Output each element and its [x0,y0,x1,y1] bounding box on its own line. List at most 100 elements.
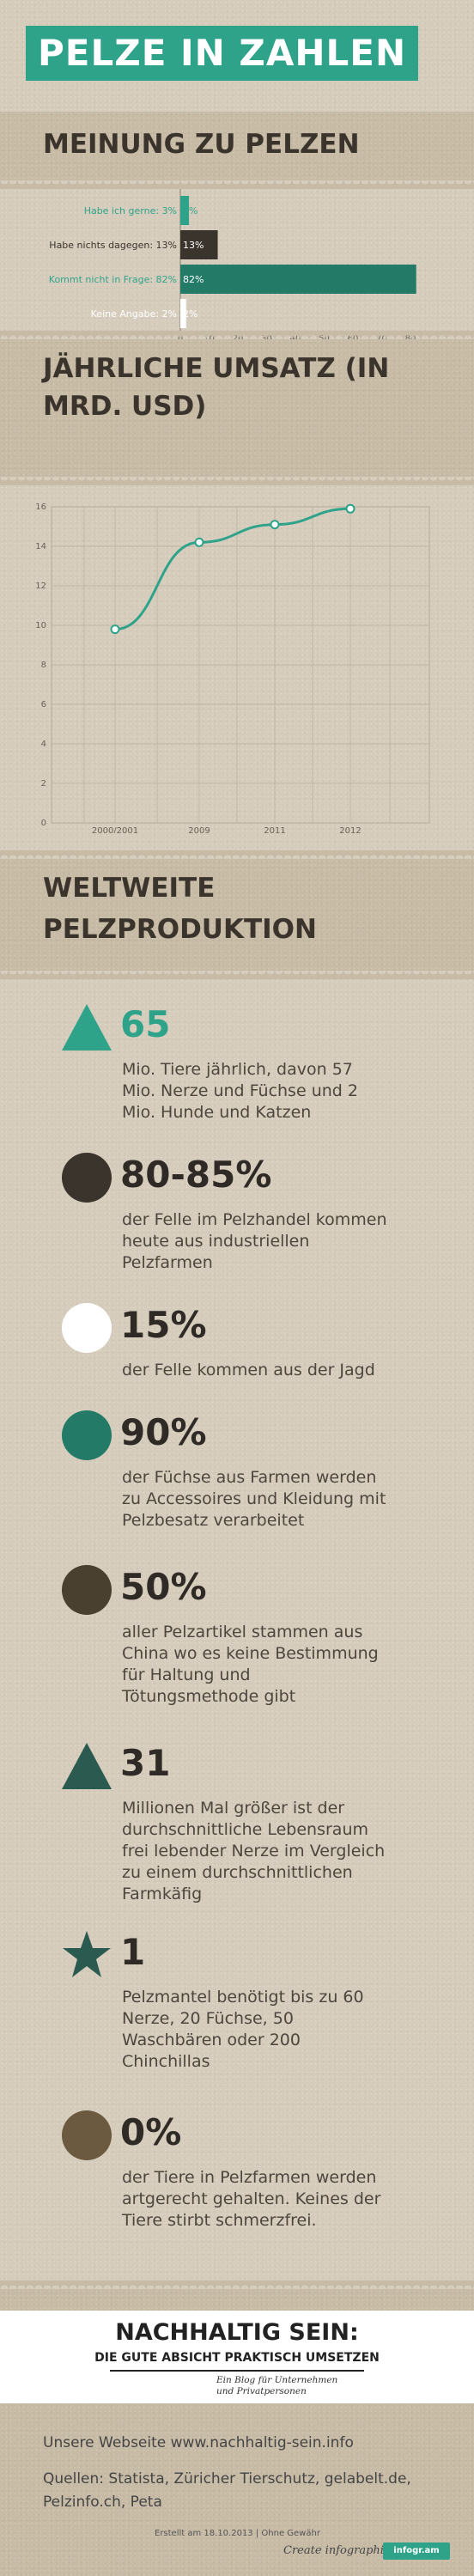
torn-edge [0,971,474,979]
y-tick-label: 8 [41,661,46,670]
torn-edge [0,2281,474,2289]
stat-description-line: frei lebender Nerze im Vergleich [122,1842,386,1860]
stat-description-line: artgerecht gehalten. Keines der [122,2189,381,2208]
stat-description: Mio. Tiere jährlich, davon 57 Mio. Nerze … [122,1059,431,1124]
production-section-title-line1: WELTWEITE [43,873,216,904]
stat-description-line: Tiere stirbt schmerzfrei. [122,2211,317,2230]
revenue-series-line [114,507,351,631]
logo-divider [110,2370,364,2372]
stat-value: 31 [120,1742,171,1784]
stat-description-line: heute aus industriellen [122,1232,310,1251]
header: PELZE IN ZAHLEN [0,0,474,112]
create-infographics-link[interactable]: Create infographics [283,2544,396,2557]
revenue-line-chart: 0 2 4 6 8 10 12 14 16 2000/2001 2009 2011 2012 [35,502,430,833]
opinion-value-label: 13% [183,240,204,251]
circle-icon [62,1410,112,1460]
infogram-badge[interactable]: infogr.am [383,2543,450,2560]
stat-description-line: der Felle im Pelzhandel kommen [122,1210,387,1229]
y-tick-label: 6 [41,700,46,709]
revenue-section-title-line1: JÄHRLICHE UMSATZ (IN [43,353,390,384]
torn-edge [0,331,474,339]
opinion-section-title: MEINUNG ZU PELZEN [43,129,360,160]
stat-value: 90% [120,1411,207,1453]
stat-description: aller Pelzartikel stammen aus China wo es… [122,1622,431,1708]
stat-description-line: der Tiere in Pelzfarmen werden [122,2168,377,2187]
stat-description: der Füchse aus Farmen werden zu Accessoir… [122,1467,431,1532]
stat-description-line: Waschbären oder 200 [122,2031,301,2049]
revenue-section-title-line2: MRD. USD) [43,391,207,422]
stat-description-line: zu einem durchschnittlichen [122,1863,353,1882]
opinion-category-label: Habe ich gerne: 3% [84,205,177,216]
circle-icon [62,1565,112,1615]
opinion-bar-chart: Habe ich gerne: 3% 3% Habe nichts dagegen:… [49,189,416,344]
opinion-category-label: Kommt nicht in Frage: 82% [49,274,177,285]
stat-description-line: der Füchse aus Farmen werden [122,1468,377,1487]
stat-value: 15% [120,1304,207,1346]
stat-description-line: Mio. Hunde und Katzen [122,1103,312,1122]
y-tick-label: 14 [35,542,46,551]
stat-description-line: Pelzbesatz verarbeitet [122,1511,305,1530]
y-tick-label: 2 [41,779,46,789]
sources-line2: Pelzinfo.ch, Peta [43,2494,162,2511]
y-tick-label: 0 [41,819,46,828]
stat-description-line: für Haltung und [122,1666,251,1684]
opinion-value-label: 2% [183,308,198,320]
revenue-point [194,537,204,547]
star-icon [63,1931,111,1977]
production-header-band: WELTWEITE PELZPRODUKTION [0,859,474,971]
stat-value: 80-85% [120,1154,272,1196]
stat-description-line: Pelzfarmen [122,1253,213,1272]
torn-edge [0,180,474,189]
page-title: PELZE IN ZAHLEN [26,26,419,81]
y-tick-label: 16 [35,502,46,512]
opinion-bar [180,299,186,328]
circle-icon [62,1153,112,1203]
production-section-title-line2: PELZPRODUKTION [43,914,317,945]
torn-edge [0,850,474,859]
opinion-category-label: Habe nichts dagegen: 13% [49,240,177,251]
circle-icon [62,2110,112,2160]
logo-title: NACHHALTIG SEIN: [115,2319,359,2346]
stat-description-line: durchschnittliche Lebensraum [122,1820,369,1839]
stat-description-line: Nerze, 20 Füchse, 50 [122,2009,294,2028]
triangle-icon [62,1743,112,1789]
stat-value: 50% [120,1566,207,1608]
stat-description-line: Mio. Tiere jährlich, davon 57 [122,1060,353,1079]
opinion-header-band: MEINUNG ZU PELZEN [0,112,474,180]
opinion-value-label: 3% [183,205,198,216]
stat-description: der Felle im Pelzhandel kommen heute aus … [122,1209,431,1274]
stat-description-line: China wo es keine Bestimmung [122,1644,379,1663]
triangle-icon [62,1004,112,1050]
stat-description-line: Tötungsmethode gibt [122,1687,296,1706]
stat-description: der Felle kommen aus der Jagd [122,1360,431,1381]
stat-value: 0% [120,2111,182,2153]
stat-value: 65 [120,1003,171,1045]
x-tick-label: 2009 [188,826,210,833]
opinion-category-label: Keine Angabe: 2% [91,308,177,320]
stat-description-line: Mio. Nerze und Füchse und 2 [122,1081,358,1100]
revenue-point [110,624,120,635]
sources: Quellen: Statista, Züricher Tierschutz, … [43,2468,438,2514]
logo-tagline: Ein Blog für Unternehmen und Privatperso… [216,2375,337,2397]
logo-tagline-line1: Ein Blog für Unternehmen [216,2375,338,2385]
circle-icon [62,1303,112,1353]
website-link[interactable]: Unsere Webseite www.nachhaltig-sein.info [43,2434,354,2451]
stat-description-line: aller Pelzartikel stammen aus [122,1623,363,1641]
opinion-bar [180,196,190,225]
revenue-header-band: JÄHRLICHE UMSATZ (IN MRD. USD) [0,339,474,477]
opinion-bar [180,230,218,259]
opinion-value-label: 82% [183,274,204,285]
stat-description-line: der Felle kommen aus der Jagd [122,1361,375,1379]
revenue-point [345,503,356,514]
stat-description: Millionen Mal größer ist der durchschnitt… [122,1798,431,1905]
revenue-point [270,520,280,530]
logo-subtitle: DIE GUTE ABSICHT PRAKTISCH UMSETZEN [94,2351,380,2365]
y-tick-label: 10 [35,621,46,630]
sources-line1: Quellen: Statista, Züricher Tierschutz, … [43,2470,411,2488]
stat-description: Pelzmantel benötigt bis zu 60 Nerze, 20 F… [122,1987,431,2073]
stat-value: 1 [120,1931,146,1973]
stat-description-line: Farmkäfig [122,1885,203,1903]
x-tick-label: 2000/2001 [92,826,138,833]
created-date: Erstellt am 18.10.2013 | Ohne Gewähr [155,2529,320,2538]
stat-description: der Tiere in Pelzfarmen werden artgerecht… [122,2167,431,2232]
